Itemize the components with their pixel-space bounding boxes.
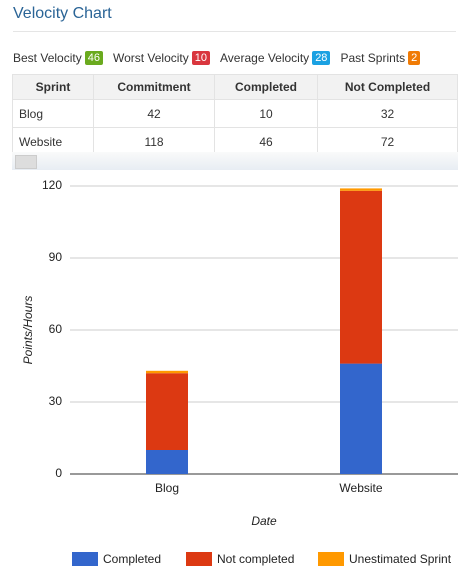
legend-label: Completed	[103, 552, 161, 566]
stat-label: Best Velocity	[13, 51, 82, 65]
bar-segment	[146, 373, 188, 450]
page-title: Velocity Chart	[13, 5, 112, 22]
y-tick-label: 120	[42, 178, 62, 192]
stat-label: Worst Velocity	[112, 51, 189, 65]
stat-badge: 10	[191, 51, 211, 65]
table-cell: 10	[213, 99, 319, 128]
bar-segment	[340, 188, 382, 191]
bar-segment	[146, 370, 188, 374]
table-cell: 32	[317, 99, 458, 128]
bar-segment	[340, 363, 382, 474]
column-header: Completed	[213, 74, 319, 100]
table-cell: 72	[317, 127, 458, 156]
y-tick-label: 60	[49, 322, 63, 336]
table-cell: 42	[93, 99, 215, 128]
stat-badge: 46	[84, 51, 103, 65]
table-cell: Website	[11, 127, 95, 156]
legend-swatch	[318, 552, 344, 566]
legend-swatch	[186, 552, 212, 566]
stat-badge: 2	[408, 51, 421, 65]
legend-swatch	[72, 552, 98, 566]
y-tick-label: 30	[49, 394, 63, 408]
x-tick-label: Website	[339, 481, 382, 495]
divider	[13, 31, 456, 32]
bar-segment	[340, 190, 382, 364]
stat-badge: 28	[312, 51, 331, 65]
stat-label: Average Velocity	[220, 51, 310, 65]
y-tick-label: 0	[55, 466, 62, 480]
bar-segment	[146, 450, 188, 474]
x-axis-label: Date	[251, 514, 277, 528]
y-tick-label: 90	[49, 250, 63, 264]
stats: Best Velocity 46 Worst Velocity 10 Average V…	[13, 51, 421, 65]
stat: Past Sprints 2	[340, 51, 421, 65]
stat: Best Velocity 46	[13, 51, 103, 65]
legend-label: Not completed	[217, 552, 294, 566]
column-header: Not Completed	[317, 74, 458, 100]
sprint-table: Sprint Commitment Completed Not Completed Bl…	[11, 74, 458, 156]
y-axis-label: Points/Hours	[21, 296, 35, 365]
table-row: Blog 42 10 32	[11, 99, 458, 128]
legend-label: Unestimated Sprint	[349, 552, 452, 566]
x-tick-label: Blog	[155, 481, 179, 495]
stat: Worst Velocity 10	[112, 51, 211, 65]
stat: Average Velocity 28	[220, 51, 331, 65]
scrollbar	[12, 152, 458, 170]
stat-label: Past Sprints	[340, 51, 406, 65]
table-cell: Blog	[11, 99, 95, 128]
